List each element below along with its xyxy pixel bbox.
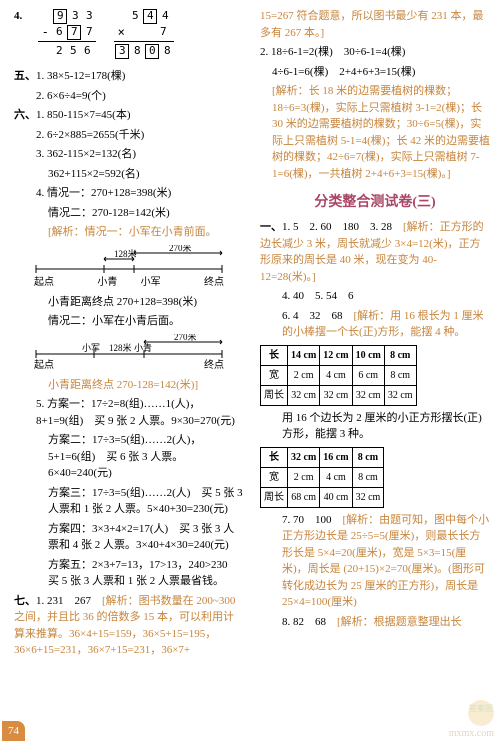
- s6-5e: 方案五：2×3+7=13，17>13，240>230 买 5 张 3 人票和 1…: [48, 557, 244, 590]
- s1-7a: 7. 70 100: [282, 514, 343, 526]
- r-top-a: 15=267 符合题意，所以图书最少有 231 本，最多有 267 本。]: [260, 8, 490, 41]
- diagram-2: 128米 270米 小军 小青 起点 终点: [34, 334, 244, 373]
- r2c: [解析：长 18 米的边需要植树的棵数；18÷6=3(棵)，实际上只需植树 3-…: [272, 83, 490, 182]
- s6-3a: 3. 362-115×2=132(名): [36, 146, 244, 163]
- watermark: 答案圈 mxmx.com: [449, 700, 494, 739]
- section3-title: 分类整合测试卷(三): [260, 192, 490, 213]
- s7-1a: 1. 231 267: [36, 595, 102, 607]
- d1-l: 起点: [34, 275, 54, 290]
- r2b: 4÷6-1=6(棵) 2+4+6+3=15(棵): [272, 64, 490, 81]
- d2-r: 终点: [204, 358, 224, 373]
- s1-7b: [解析：由题可知，图中每个小正方形边长是 25÷5=5(厘米)，则最长长方形长是…: [282, 514, 489, 609]
- svg-text:小军: 小军: [82, 343, 100, 353]
- p4-label: 4.: [14, 8, 22, 25]
- d1-m2: 小军: [141, 275, 161, 290]
- d1-r: 终点: [204, 275, 224, 290]
- s6-5a: 5. 方案一：17÷2=8(组)……1(人)，8+1=9(组) 买 9 张 2 …: [36, 396, 244, 429]
- s1-1: 1. 5: [282, 221, 299, 233]
- d2-l: 起点: [34, 358, 54, 373]
- d1-m: 小青: [97, 275, 117, 290]
- diagram-1: 128米 270米 起点 小青 小军 终点: [34, 245, 244, 290]
- s1-3a: 3. 28: [370, 221, 403, 233]
- s6-5b: 方案二：17÷3=5(组)……2(人)，5+1=6(组) 买 6 张 3 人票。…: [48, 432, 244, 482]
- s7-label: 七、: [14, 595, 36, 607]
- s1-8a: 8. 82 68: [282, 616, 337, 628]
- table-2: 长32 cm16 cm8 cm宽2 cm4 cm8 cm周长68 cm40 cm…: [260, 447, 384, 508]
- s1-6a: 6. 4 32 68: [282, 310, 354, 322]
- s1-8b: [解析：根据题意整理出长: [337, 616, 462, 628]
- s5-2: 2. 6×6÷4=9(个): [36, 88, 244, 105]
- s6-3b: 362+115×2=592(名): [48, 166, 244, 183]
- s1-4: 4. 40: [282, 290, 304, 302]
- arith-mul: 544 ×7 3808: [114, 8, 174, 59]
- arith-sub: 933 -677 256: [38, 8, 96, 59]
- s6-5d: 方案四：3×3+4×2=17(人) 买 3 张 3 人票和 4 张 2 人票。3…: [48, 521, 244, 554]
- svg-text:小青: 小青: [134, 342, 152, 353]
- svg-text:128米: 128米: [114, 248, 137, 259]
- s6-4d: 小青距离终点 270+128=398(米): [48, 294, 244, 311]
- s6-2: 2. 6÷2×885=2655(千米): [36, 127, 244, 144]
- watermark-text: mxmx.com: [449, 728, 494, 739]
- s1-5: 5. 54 6: [315, 290, 354, 302]
- arith-block: 933 -677 256 544 ×7 3808: [38, 8, 174, 59]
- s6-4a: 4. 情况一：270+128=398(米): [36, 185, 244, 202]
- s1-6c: 用 16 个边长为 2 厘米的小正方形摆长(正)方形，能摆 3 种。: [282, 410, 490, 443]
- watermark-icon: 答案圈: [468, 700, 494, 726]
- s1-label: 一、: [260, 221, 282, 233]
- svg-text:128米: 128米: [109, 342, 132, 353]
- svg-text:270米: 270米: [174, 334, 197, 342]
- r2a: 2. 18÷6-1=2(棵) 30÷6-1=4(棵): [260, 44, 490, 61]
- s6-1: 1. 850-115×7=45(本): [36, 109, 131, 121]
- s5-1: 1. 38×5-12=178(棵): [36, 70, 125, 82]
- s6-4b: 情况二：270-128=142(米): [48, 205, 244, 222]
- s1-2: 2. 60 180: [310, 221, 360, 233]
- table-1: 长14 cm12 cm10 cm8 cm宽2 cm4 cm6 cm8 cm周长3…: [260, 345, 417, 406]
- page-number: 74: [2, 721, 25, 742]
- s5-label: 五、: [14, 70, 36, 82]
- s6-5c: 方案三：17÷3=5(组)……2(人) 买 5 张 3 人票和 1 张 2 人票…: [48, 485, 244, 518]
- svg-text:270米: 270米: [169, 245, 192, 253]
- s6-label: 六、: [14, 109, 36, 121]
- s6-4e: 情况二：小军在小青后面。: [48, 313, 244, 330]
- s6-4f: 小青距离终点 270-128=142(米)]: [48, 377, 244, 394]
- s6-4c: [解析：情况一：小军在小青前面。: [48, 224, 244, 241]
